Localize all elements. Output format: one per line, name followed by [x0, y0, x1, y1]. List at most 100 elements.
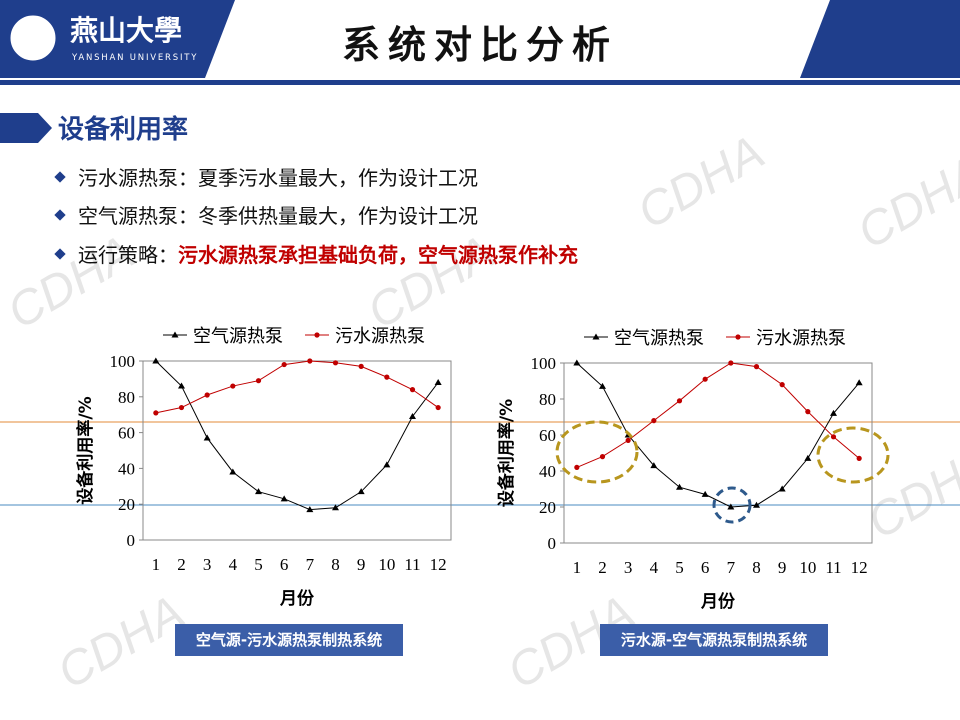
- marker: [651, 418, 657, 424]
- watermarks: CDHA CDHA CDHA CDHA CDHA CDHA CDHA CDHA: [0, 0, 960, 700]
- y-tick-label: 40: [118, 459, 135, 478]
- legend-label: 空气源热泵: [193, 326, 283, 347]
- x-tick-label: 4: [229, 555, 238, 574]
- marker: [701, 490, 709, 497]
- strategy-text: 污水源热泵承担基础负荷，空气源热泵作补充: [178, 243, 578, 267]
- marker: [203, 434, 211, 441]
- highlight-ellipse: [816, 426, 890, 484]
- logo-sub: YANSHAN UNIVERSITY: [71, 53, 198, 63]
- marker: [332, 504, 339, 511]
- bullet: 污水源热泵：夏季污水量最大，作为设计工况: [78, 166, 478, 190]
- legend-label: 污水源热泵: [756, 328, 846, 349]
- series-line: [155, 360, 439, 511]
- marker: [178, 404, 185, 411]
- marker: [255, 488, 262, 495]
- marker: [230, 383, 236, 389]
- watermark: CDHA: [49, 586, 193, 700]
- series-line: [576, 362, 860, 508]
- marker: [204, 392, 210, 398]
- marker: [592, 333, 600, 340]
- header-rule: [0, 80, 960, 85]
- x-tick-label: 1: [573, 558, 582, 577]
- y-tick-label: 100: [110, 352, 136, 371]
- x-tick-label: 11: [404, 555, 420, 574]
- marker: [599, 382, 606, 389]
- y-tick-label: 20: [118, 495, 135, 514]
- caption: 空气源-污水源热泵制热系统: [196, 631, 382, 649]
- x-tick-label: 4: [650, 558, 659, 577]
- bullet-icon: [54, 248, 66, 260]
- logo-emblem: [7, 12, 59, 64]
- logo-band: [0, 0, 235, 78]
- x-tick-label: 1: [152, 555, 161, 574]
- section-title: 设备利用率: [58, 114, 188, 145]
- x-tick-label: 8: [752, 558, 761, 577]
- marker: [753, 501, 760, 508]
- y-tick-label: 60: [539, 426, 556, 445]
- marker: [650, 462, 658, 469]
- marker: [314, 332, 320, 338]
- x-axis-label: 月份: [700, 591, 736, 612]
- y-tick-label: 0: [127, 531, 136, 550]
- marker: [702, 376, 708, 382]
- marker: [778, 485, 786, 492]
- series-line: [576, 362, 860, 468]
- marker: [152, 357, 160, 364]
- marker: [676, 483, 683, 490]
- watermark: CDHA: [849, 146, 960, 260]
- watermark: CDHA: [859, 436, 960, 550]
- marker: [384, 374, 390, 380]
- series-line: [155, 360, 439, 414]
- marker: [779, 382, 785, 388]
- marker: [153, 410, 159, 416]
- x-tick-label: 7: [306, 555, 315, 574]
- marker: [409, 412, 416, 419]
- bullets: 污水源热泵：夏季污水量最大，作为设计工况 空气源热泵：冬季供热量最大，作为设计工…: [54, 166, 578, 267]
- logo-name: 燕山大學: [70, 14, 182, 47]
- marker: [804, 454, 812, 461]
- y-tick-label: 60: [118, 424, 135, 443]
- x-tick-label: 2: [177, 555, 186, 574]
- caption: 污水源-空气源热泵制热系统: [621, 631, 807, 649]
- y-tick-label: 40: [539, 462, 556, 481]
- x-tick-label: 8: [331, 555, 340, 574]
- y-tick-label: 0: [548, 534, 557, 553]
- bullet-icon: [54, 209, 66, 221]
- x-tick-label: 11: [825, 558, 841, 577]
- x-tick-label: 7: [727, 558, 736, 577]
- marker: [856, 455, 862, 461]
- highlight-ellipse: [712, 486, 752, 524]
- caption-box: [175, 624, 403, 656]
- x-tick-label: 2: [598, 558, 607, 577]
- slide-title: 系统对比分析: [342, 23, 618, 67]
- y-tick-label: 20: [539, 498, 556, 517]
- marker: [855, 379, 863, 386]
- highlight-ellipse: [555, 420, 639, 484]
- y-tick-label: 80: [118, 388, 135, 407]
- strategy-label: 运行策略：: [78, 243, 178, 267]
- y-axis-label: 设备利用率/%: [496, 399, 517, 507]
- section-arrow: [0, 113, 52, 143]
- x-tick-label: 3: [624, 558, 633, 577]
- marker: [280, 495, 288, 502]
- marker: [830, 434, 837, 440]
- x-tick-label: 6: [280, 555, 289, 574]
- marker: [727, 503, 735, 510]
- marker: [435, 404, 441, 411]
- marker: [229, 468, 237, 475]
- x-tick-label: 6: [701, 558, 710, 577]
- bullet-icon: [54, 171, 66, 183]
- marker: [676, 398, 683, 404]
- x-axis-label: 月份: [279, 588, 315, 609]
- x-tick-label: 9: [357, 555, 366, 574]
- x-tick-label: 10: [799, 558, 816, 577]
- legend-label: 污水源热泵: [335, 326, 425, 347]
- marker: [307, 358, 313, 364]
- bullet: 运行策略：污水源热泵承担基础负荷，空气源热泵作补充: [78, 243, 578, 267]
- x-tick-label: 12: [430, 555, 447, 574]
- x-tick-label: 5: [254, 555, 263, 574]
- x-tick-label: 9: [778, 558, 787, 577]
